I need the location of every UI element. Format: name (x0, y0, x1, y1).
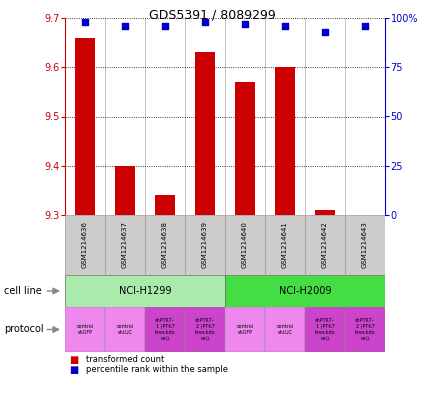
Bar (345, 215, 385, 275)
Bar (155, 195, 175, 215)
Bar (65, 215, 105, 275)
Text: control
shGFP: control shGFP (236, 324, 254, 335)
Bar (105, 215, 145, 275)
Bar (105, 307, 145, 352)
Text: NCI-H1299: NCI-H1299 (119, 286, 171, 296)
Text: GDS5391 / 8089299: GDS5391 / 8089299 (149, 9, 276, 22)
Point (241, 21, 248, 27)
Text: GSM1214642: GSM1214642 (322, 222, 328, 268)
Bar (235, 82, 255, 215)
Bar (345, 307, 385, 352)
Text: NCI-H2009: NCI-H2009 (279, 286, 331, 296)
Point (362, 23, 368, 29)
Bar (185, 307, 225, 352)
Point (282, 23, 289, 29)
Bar (195, 53, 215, 215)
Bar (275, 67, 295, 215)
Bar (225, 307, 265, 352)
Bar (145, 215, 185, 275)
Bar (115, 166, 135, 215)
Text: ■: ■ (69, 355, 79, 365)
Bar (315, 210, 335, 215)
Text: cell line: cell line (4, 286, 42, 296)
Text: control
shLUC: control shLUC (276, 324, 294, 335)
Text: shPTK7-
1 (PTK7
knockdo
wn): shPTK7- 1 (PTK7 knockdo wn) (155, 318, 175, 341)
Text: protocol: protocol (4, 325, 44, 334)
Text: GSM1214639: GSM1214639 (202, 222, 208, 268)
Text: GSM1214643: GSM1214643 (362, 222, 368, 268)
Text: GSM1214641: GSM1214641 (282, 222, 288, 268)
Point (162, 23, 168, 29)
Bar (145, 307, 185, 352)
Bar (265, 307, 305, 352)
Text: GSM1214636: GSM1214636 (82, 222, 88, 268)
Point (322, 29, 329, 35)
Text: control
shGFP: control shGFP (76, 324, 94, 335)
Bar (65, 275, 225, 307)
Bar (225, 275, 385, 307)
Text: percentile rank within the sample: percentile rank within the sample (86, 365, 228, 374)
Bar (185, 215, 225, 275)
Point (201, 19, 208, 25)
Point (82, 19, 88, 25)
Point (122, 23, 128, 29)
Text: shPTK7-
2 (PTK7
knockdo
wn): shPTK7- 2 (PTK7 knockdo wn) (355, 318, 375, 341)
Text: ■: ■ (69, 365, 79, 375)
Text: control
shLUC: control shLUC (116, 324, 133, 335)
Bar (225, 215, 265, 275)
Text: shPTK7-
2 (PTK7
knockdo
wn): shPTK7- 2 (PTK7 knockdo wn) (195, 318, 215, 341)
Text: transformed count: transformed count (86, 355, 164, 364)
Bar (265, 215, 305, 275)
Bar (305, 307, 345, 352)
Text: GSM1214638: GSM1214638 (162, 222, 168, 268)
Bar (305, 215, 345, 275)
Text: shPTK7-
1 (PTK7
knockdo
wn): shPTK7- 1 (PTK7 knockdo wn) (314, 318, 335, 341)
Text: GSM1214637: GSM1214637 (122, 222, 128, 268)
Bar (75, 38, 95, 215)
Bar (65, 307, 105, 352)
Text: GSM1214640: GSM1214640 (242, 222, 248, 268)
